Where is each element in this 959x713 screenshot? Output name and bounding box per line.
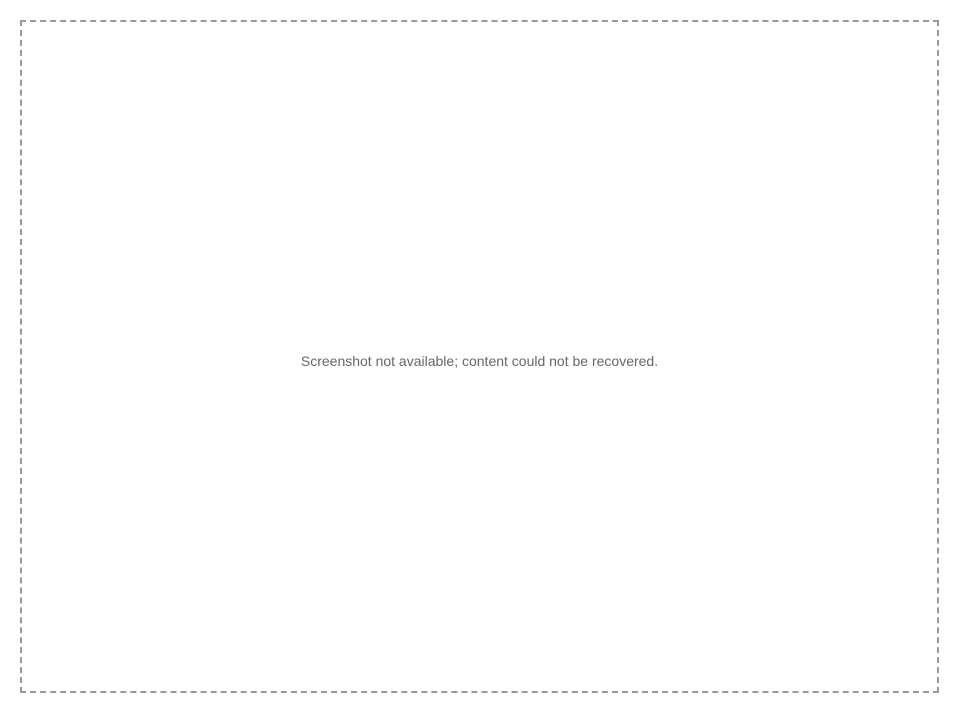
status-note: Screenshot not available; content could … [300,352,659,369]
chart-placeholder: Screenshot not available; content could … [20,20,939,693]
